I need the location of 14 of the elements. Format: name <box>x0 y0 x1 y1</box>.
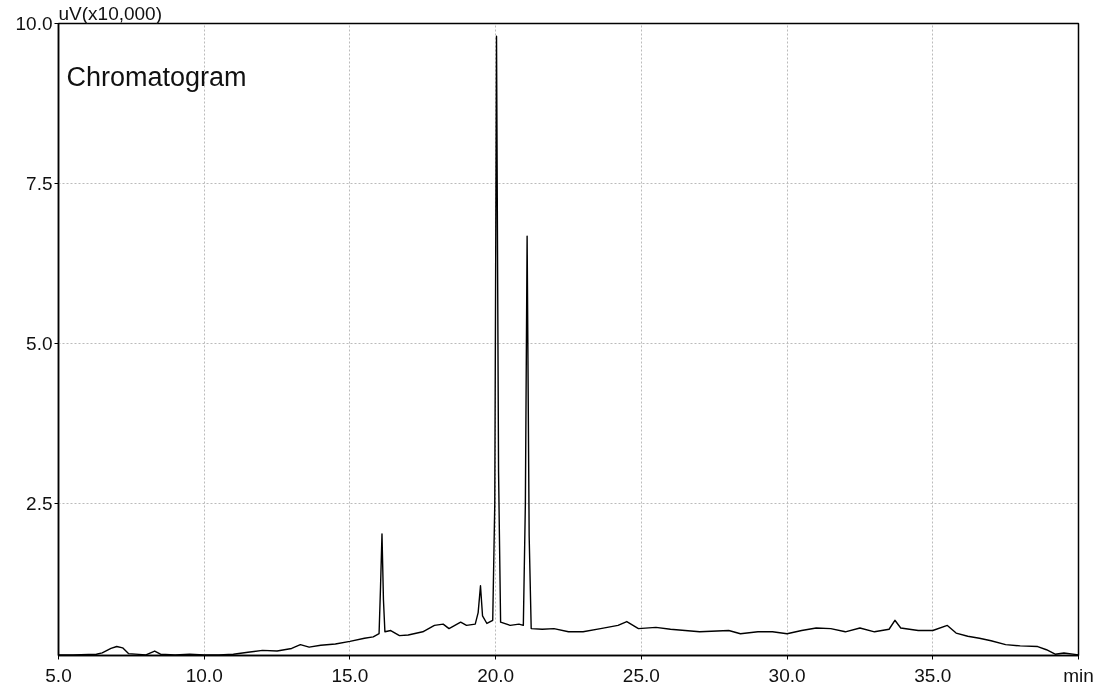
x-tick-label: 5.0 <box>45 664 72 686</box>
y-tick-label: 7.5 <box>26 173 53 195</box>
x-tick-label: 35.0 <box>914 664 952 686</box>
x-tick-label: 20.0 <box>477 664 515 686</box>
y-tick-label: 2.5 <box>26 493 53 515</box>
y-axis-title: uV(x10,000) <box>58 2 163 24</box>
x-axis-title: min <box>1063 664 1094 686</box>
x-tick-label: 25.0 <box>622 664 660 686</box>
x-tick-label: 30.0 <box>768 664 806 686</box>
x-tick-label: 10.0 <box>185 664 223 686</box>
y-tick-label: 10.0 <box>15 13 53 34</box>
y-tick-label: 5.0 <box>26 333 53 355</box>
text: Chromatogram <box>66 61 247 92</box>
x-tick-label: 15.0 <box>331 664 369 686</box>
